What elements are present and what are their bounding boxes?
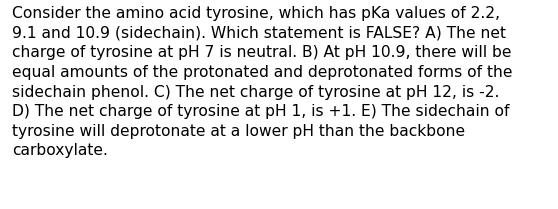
Text: Consider the amino acid tyrosine, which has pKa values of 2.2,
9.1 and 10.9 (sid: Consider the amino acid tyrosine, which … xyxy=(12,6,513,158)
